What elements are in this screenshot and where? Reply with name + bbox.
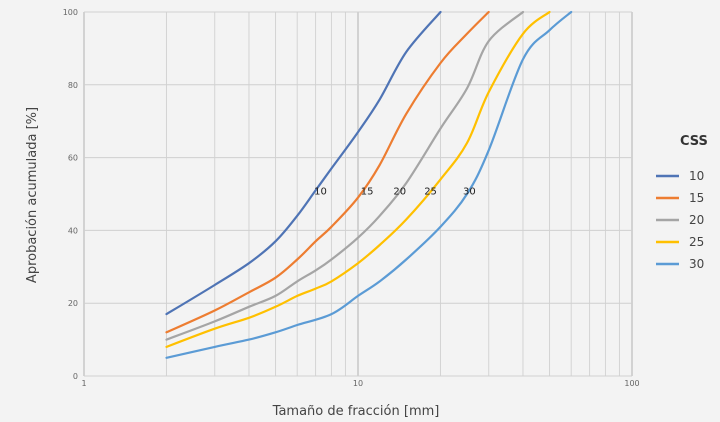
y-tick-label: 40	[68, 226, 78, 235]
legend-label-15: 15	[689, 191, 704, 205]
curve-label-10: 10	[314, 186, 327, 197]
legend-label-30: 30	[689, 257, 704, 271]
legend-label-10: 10	[689, 169, 704, 183]
x-axis-title: Tamaño de fracción [mm]	[272, 404, 440, 419]
series-line-30	[165, 10, 573, 359]
tick-labels: 0 20 40 60 80 100 1 10 100	[63, 8, 640, 388]
x-tick-label: 1	[81, 379, 86, 388]
legend-label-25: 25	[689, 235, 704, 249]
curve-annotations: 10 15 20 25 30	[314, 186, 476, 197]
curve-label-25: 25	[424, 186, 437, 197]
series-line-25	[165, 10, 551, 348]
curve-label-15: 15	[361, 186, 374, 197]
series-line-15	[165, 10, 490, 334]
grid	[83, 11, 633, 377]
x-tick-label: 100	[624, 379, 639, 388]
series-line-10	[165, 10, 442, 316]
y-tick-label: 60	[68, 154, 78, 163]
y-tick-label: 100	[63, 8, 78, 17]
curve-label-20: 20	[393, 186, 406, 197]
y-axis-title: Aprobación acumulada [%]	[25, 107, 40, 283]
legend: CSS 10 15 20 25 30	[656, 134, 708, 271]
legend-title: CSS	[680, 134, 708, 149]
y-tick-label: 80	[68, 81, 78, 90]
curve-label-30: 30	[463, 186, 476, 197]
series-line-20	[165, 10, 525, 341]
legend-label-20: 20	[689, 213, 704, 227]
y-tick-label: 20	[68, 299, 78, 308]
series-lines	[165, 10, 573, 359]
y-tick-label: 0	[73, 372, 78, 381]
x-tick-label: 10	[353, 379, 363, 388]
